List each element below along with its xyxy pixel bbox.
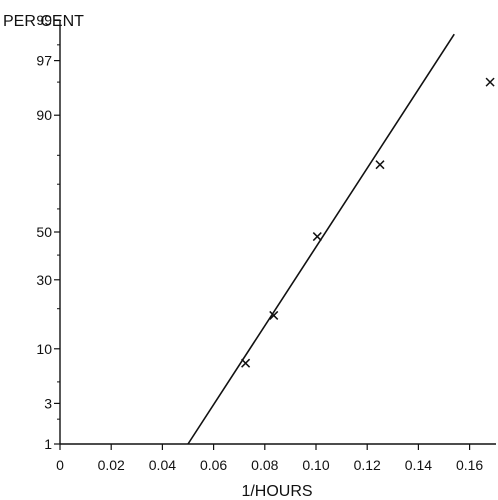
- x-axis-label: 1/HOURS: [241, 483, 312, 500]
- x-tick-label: 0.06: [200, 457, 227, 473]
- y-tick-label: 50: [36, 224, 52, 240]
- y-axis-label: PER CENT: [3, 13, 84, 30]
- x-tick-label: 0.10: [302, 457, 329, 473]
- chart-marks: [187, 33, 495, 445]
- data-point: [312, 232, 322, 242]
- y-tick-label: 30: [36, 272, 52, 288]
- data-point: [241, 358, 251, 368]
- x-tick-label: 0.16: [456, 457, 483, 473]
- y-tick-label: 97: [36, 53, 52, 69]
- data-point-stroke: [269, 310, 279, 320]
- y-tick-label: 1: [44, 436, 52, 452]
- data-point-stroke: [241, 358, 251, 368]
- data-point: [269, 310, 279, 320]
- x-tick-label: 0.12: [354, 457, 381, 473]
- y-tick-label: 3: [44, 395, 52, 411]
- x-tick-label: 0.02: [98, 457, 125, 473]
- data-point-stroke: [375, 160, 385, 170]
- data-point-stroke: [312, 232, 322, 242]
- x-tick-label: 0.08: [251, 457, 278, 473]
- y-tick-label: 10: [36, 341, 52, 357]
- x-tick-label: 0: [56, 457, 64, 473]
- data-point-stroke: [485, 77, 495, 87]
- data-point: [485, 77, 495, 87]
- y-tick-label: 90: [36, 107, 52, 123]
- fit-line: [187, 33, 455, 445]
- x-tick-label: 0.14: [405, 457, 432, 473]
- x-tick-label: 0.04: [149, 457, 176, 473]
- axes: 0 0.02 0.04 0.06 0.08 0.10 0.12 0.14 0.16 1 3 10 30 5…: [36, 12, 496, 473]
- y-tick-label: 99: [36, 12, 52, 28]
- data-point: [375, 160, 385, 170]
